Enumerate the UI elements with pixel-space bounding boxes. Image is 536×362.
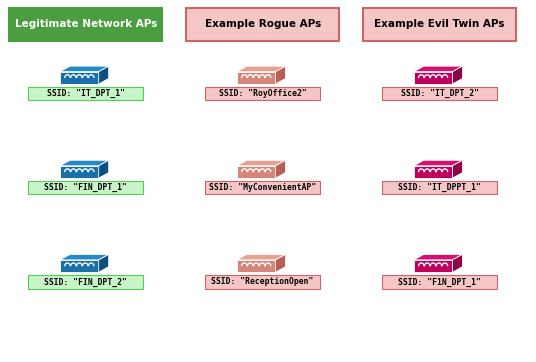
Polygon shape bbox=[60, 260, 99, 272]
Polygon shape bbox=[60, 166, 99, 178]
Polygon shape bbox=[276, 160, 286, 178]
Text: Example Rogue APs: Example Rogue APs bbox=[205, 20, 321, 29]
Text: SSID: "F1N_DPT_1": SSID: "F1N_DPT_1" bbox=[398, 277, 481, 287]
FancyBboxPatch shape bbox=[382, 181, 497, 194]
FancyBboxPatch shape bbox=[28, 87, 143, 100]
Polygon shape bbox=[237, 160, 286, 166]
Text: SSID: "MyConvenientAP": SSID: "MyConvenientAP" bbox=[209, 184, 316, 192]
Polygon shape bbox=[99, 66, 109, 84]
FancyBboxPatch shape bbox=[363, 8, 516, 41]
Polygon shape bbox=[414, 166, 452, 178]
Polygon shape bbox=[60, 160, 109, 166]
Polygon shape bbox=[237, 72, 276, 84]
Polygon shape bbox=[60, 66, 109, 72]
Text: Legitimate Network APs: Legitimate Network APs bbox=[14, 20, 157, 29]
FancyBboxPatch shape bbox=[28, 181, 143, 194]
Polygon shape bbox=[414, 72, 452, 84]
Polygon shape bbox=[60, 254, 109, 260]
Text: SSID: "FIN_DPT_1": SSID: "FIN_DPT_1" bbox=[44, 183, 127, 193]
FancyBboxPatch shape bbox=[382, 87, 497, 100]
Polygon shape bbox=[237, 166, 276, 178]
Polygon shape bbox=[276, 66, 286, 84]
Polygon shape bbox=[237, 254, 286, 260]
Polygon shape bbox=[452, 254, 463, 272]
Polygon shape bbox=[452, 160, 463, 178]
FancyBboxPatch shape bbox=[205, 181, 320, 194]
Text: SSID: "IT_DPPT_1": SSID: "IT_DPPT_1" bbox=[398, 183, 481, 193]
Polygon shape bbox=[99, 254, 109, 272]
Polygon shape bbox=[414, 66, 463, 72]
Text: SSID: "FIN_DPT_2": SSID: "FIN_DPT_2" bbox=[44, 277, 127, 287]
Text: SSID: "ReceptionOpen": SSID: "ReceptionOpen" bbox=[212, 278, 314, 286]
FancyBboxPatch shape bbox=[186, 8, 339, 41]
Polygon shape bbox=[99, 160, 109, 178]
Polygon shape bbox=[414, 254, 463, 260]
Polygon shape bbox=[237, 66, 286, 72]
FancyBboxPatch shape bbox=[205, 87, 320, 100]
Text: SSID: "IT_DPT_1": SSID: "IT_DPT_1" bbox=[47, 89, 125, 98]
Polygon shape bbox=[452, 66, 463, 84]
Text: SSID: "IT_DPT_2": SSID: "IT_DPT_2" bbox=[400, 89, 479, 98]
Text: SSID: "RoyOffice2": SSID: "RoyOffice2" bbox=[219, 89, 307, 98]
Text: Example Evil Twin APs: Example Evil Twin APs bbox=[374, 20, 505, 29]
FancyBboxPatch shape bbox=[205, 275, 320, 289]
Polygon shape bbox=[60, 72, 99, 84]
FancyBboxPatch shape bbox=[28, 275, 143, 289]
Polygon shape bbox=[237, 260, 276, 272]
FancyBboxPatch shape bbox=[382, 275, 497, 289]
Polygon shape bbox=[276, 254, 286, 272]
FancyBboxPatch shape bbox=[9, 8, 162, 41]
Polygon shape bbox=[414, 260, 452, 272]
Polygon shape bbox=[414, 160, 463, 166]
